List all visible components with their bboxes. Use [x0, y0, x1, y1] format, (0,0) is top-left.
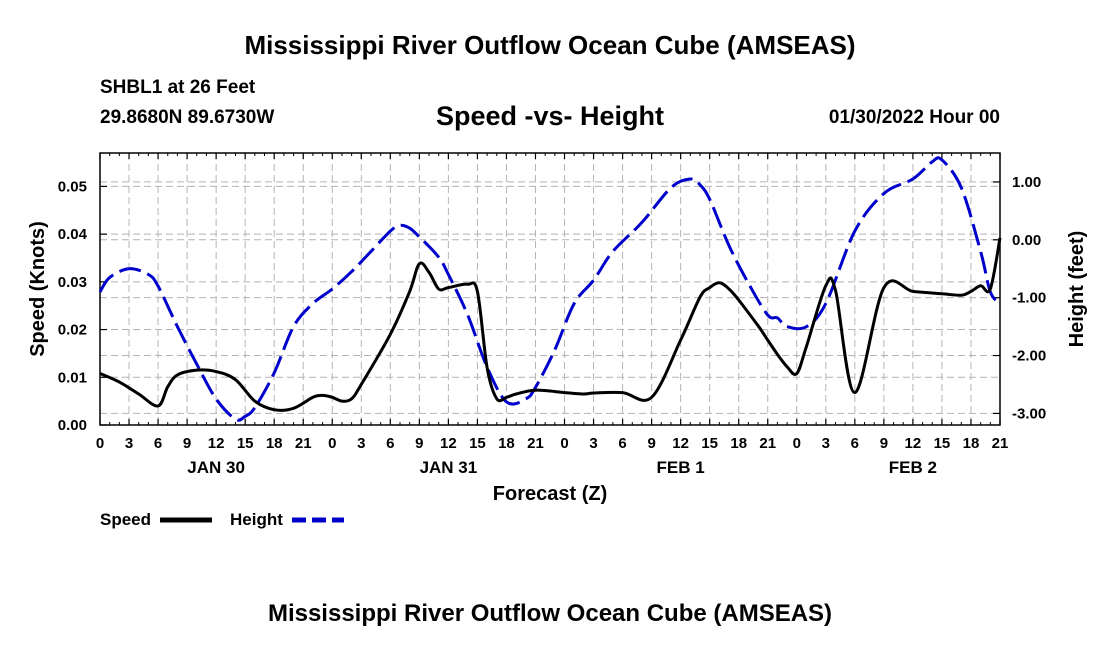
x-tick-label: 6 [154, 435, 162, 452]
speed-series-line [99, 237, 1002, 412]
x-tick-label: 3 [589, 435, 597, 452]
x-tick-label: 12 [208, 435, 225, 452]
x-tick-label: 12 [672, 435, 689, 452]
x-tick-label: 18 [963, 435, 980, 452]
x-day-label: FEB 1 [657, 458, 705, 477]
y-tick-label: 0.00 [58, 417, 87, 434]
y2-tick-label: 1.00 [1012, 174, 1041, 191]
legend-speed-label: Speed [100, 510, 152, 529]
x-tick-label: 21 [527, 435, 544, 452]
coordinates-label: 29.8680N 89.6730W [100, 107, 275, 128]
x-day-label: FEB 2 [889, 458, 937, 477]
x-tick-label: 15 [934, 435, 951, 452]
forecast-datetime: 01/30/2022 Hour 00 [828, 107, 1000, 128]
legend-height-label: Height [230, 510, 283, 529]
x-tick-label: 3 [125, 435, 133, 452]
y2-tick-label: -1.00 [1012, 290, 1046, 307]
x-tick-label: 12 [905, 435, 922, 452]
x-tick-label: 0 [96, 435, 104, 452]
station-label: SHBL1 at 26 Feet [100, 77, 256, 98]
y-tick-label: 0.05 [58, 178, 87, 195]
x-tick-label: 3 [357, 435, 365, 452]
x-tick-label: 18 [266, 435, 283, 452]
second-chart-title: Mississippi River Outflow Ocean Cube (AM… [267, 600, 833, 627]
x-tick-label: 18 [498, 435, 515, 452]
y-tick-label: 0.03 [58, 274, 87, 291]
x-tick-label: 21 [295, 435, 312, 452]
legend-speed-swatch [160, 517, 212, 523]
y2-tick-label: -2.00 [1012, 348, 1046, 365]
plot-frame [99, 152, 1001, 426]
x-tick-label: 15 [701, 435, 718, 452]
y2-tick-label: -3.00 [1012, 405, 1046, 422]
y-axis-title: Speed (Knots) [27, 221, 49, 357]
speed-height-chart: 0 3 6 9 12 15 18 21 0 3 6 9 12 15 18 21 0 3 6 9 12 15 18 21 0 3 6 9… [27, 152, 1088, 505]
x-tick-label: 9 [647, 435, 655, 452]
x-tick-label: 0 [560, 435, 568, 452]
x-axis-title: Forecast (Z) [493, 483, 607, 505]
x-tick-label: 15 [469, 435, 486, 452]
x-tick-label: 12 [440, 435, 457, 452]
y-tick-label: 0.01 [58, 369, 87, 386]
x-tick-label: 6 [618, 435, 626, 452]
x-tick-label: 9 [880, 435, 888, 452]
height-series-line [98, 156, 1002, 422]
y2-tick-label: 0.00 [1012, 232, 1041, 249]
x-tick-label: 9 [183, 435, 191, 452]
y-tick-label: 0.02 [58, 322, 87, 339]
series-layer [98, 156, 1002, 422]
x-day-label: JAN 31 [420, 458, 478, 477]
x-tick-label: 0 [328, 435, 336, 452]
x-tick-label: 6 [851, 435, 859, 452]
x-day-label: JAN 30 [187, 458, 245, 477]
y-tick-label: 0.04 [58, 226, 88, 243]
x-tick-label: 21 [759, 435, 776, 452]
legend-height-swatch [292, 517, 344, 523]
chart-subtitle: Speed -vs- Height [435, 101, 665, 131]
y2-axis-title: Height (feet) [1066, 231, 1088, 348]
x-tick-label: 21 [992, 435, 1009, 452]
x-tick-label: 6 [386, 435, 394, 452]
chart-title: Mississippi River Outflow Ocean Cube (AM… [244, 30, 856, 60]
x-tick-label: 3 [822, 435, 830, 452]
x-tick-label: 15 [237, 435, 254, 452]
x-tick-label: 0 [793, 435, 801, 452]
x-tick-label: 9 [415, 435, 423, 452]
ticks-layer: 0 3 6 9 12 15 18 21 0 3 6 9 12 15 18 21 0 3 6 9 12 15 18 21 0 3 6 9… [58, 153, 1046, 477]
grid-layer [100, 153, 1000, 425]
x-tick-label: 18 [730, 435, 747, 452]
